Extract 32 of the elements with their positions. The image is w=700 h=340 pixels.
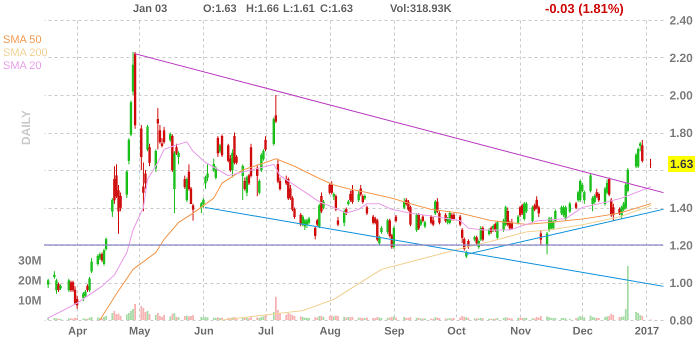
- text: Vol:318.93K: [390, 3, 452, 15]
- x-tick-label: Nov: [510, 326, 532, 338]
- x-tick-label: Sep: [384, 326, 405, 338]
- x-tick-label: Aug: [319, 326, 341, 338]
- y-tick-label: 1.20: [670, 238, 694, 252]
- y-tick-label: 1.80: [670, 126, 694, 140]
- text: H:1.66: [246, 3, 280, 15]
- text: O:1.63: [203, 3, 237, 15]
- y-tick-label: 2.00: [670, 88, 694, 102]
- text: L:1.61: [283, 3, 315, 15]
- text: C:1.63: [320, 3, 354, 15]
- x-tick-label: Oct: [447, 326, 466, 338]
- x-tick-label: Jul: [258, 326, 274, 338]
- y-tick-label: 1.40: [670, 201, 694, 215]
- y-tick-label: 2.40: [670, 14, 694, 28]
- x-tick-label: Dec: [572, 326, 593, 338]
- x-tick-label: Jun: [194, 326, 214, 338]
- y2-tick-label: 10M: [18, 294, 42, 308]
- text: SMA 50: [3, 34, 43, 47]
- y2-tick-label: 20M: [18, 274, 42, 288]
- text: -0.03 (1.81%): [545, 1, 624, 16]
- y-tick-label: 2.20: [670, 51, 694, 65]
- x-tick-label: 2017: [634, 326, 660, 338]
- y-tick-label: 1.00: [670, 276, 694, 290]
- text: Jan 03: [133, 3, 168, 15]
- text: SMA 200: [3, 47, 48, 60]
- text: 1.63: [668, 156, 696, 172]
- x-tick-label: Apr: [68, 326, 88, 338]
- x-tick-label: May: [129, 326, 152, 338]
- y-tick-label: 0.80: [670, 314, 694, 328]
- y2-tick-label: 30M: [18, 254, 42, 268]
- text: SMA 20: [3, 60, 43, 73]
